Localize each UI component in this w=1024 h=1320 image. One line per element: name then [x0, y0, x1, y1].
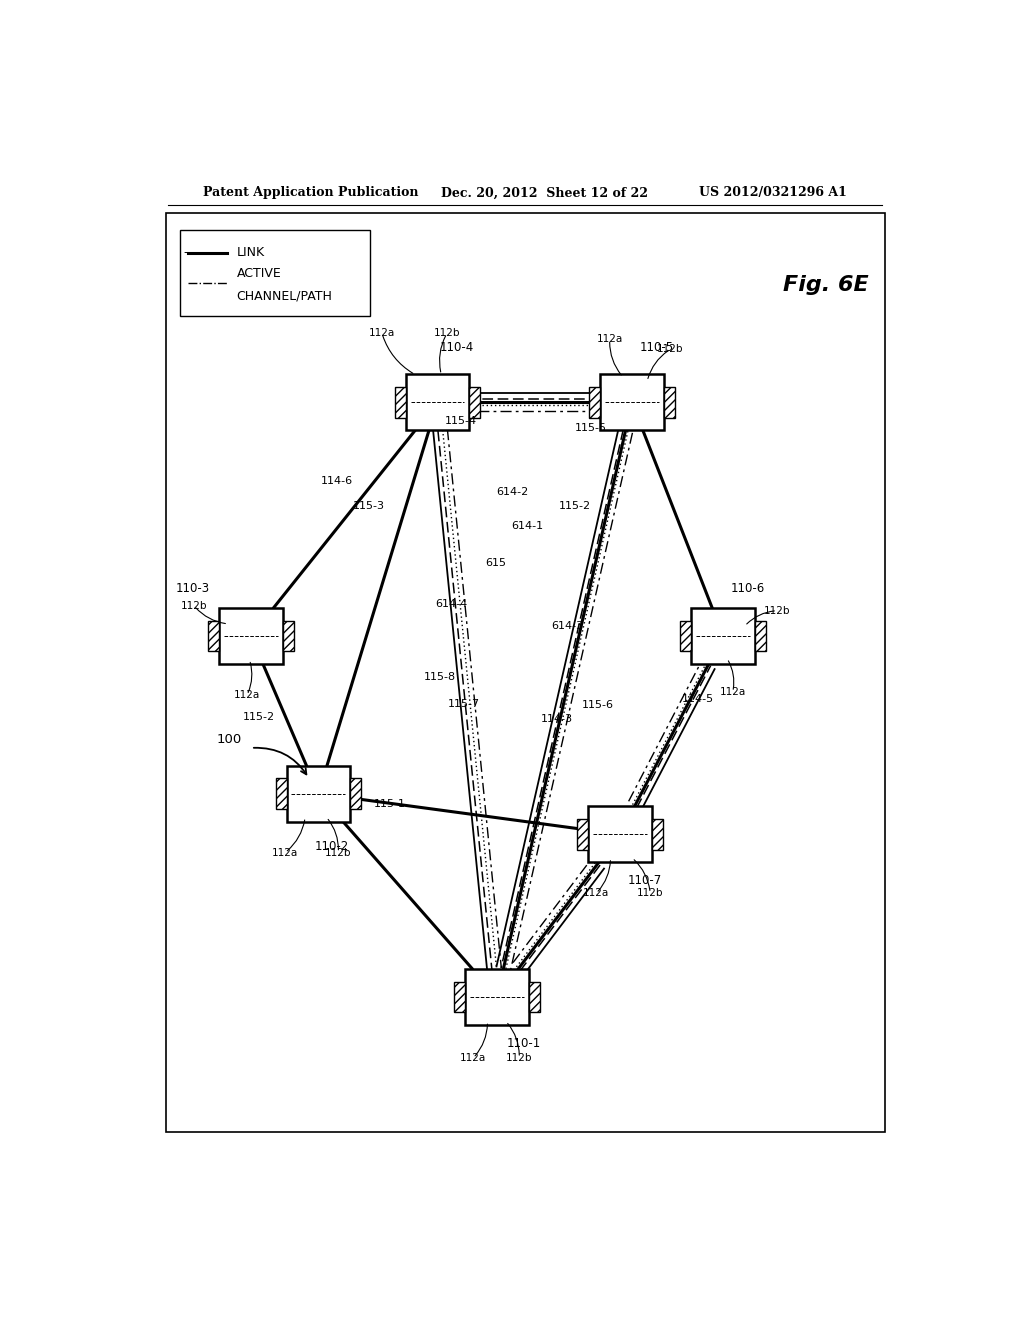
Bar	[283, 620, 294, 652]
Text: 115-4: 115-4	[445, 416, 477, 425]
Text: Fig. 6E: Fig. 6E	[783, 276, 869, 296]
Bar	[275, 779, 287, 809]
Bar	[691, 609, 755, 664]
Bar	[465, 969, 528, 1024]
Bar	[287, 766, 350, 821]
Text: 114-3: 114-3	[541, 714, 572, 725]
Text: 112b: 112b	[180, 601, 207, 611]
Text: 110-6: 110-6	[731, 582, 765, 595]
Bar	[691, 609, 755, 664]
Text: 112b: 112b	[506, 1053, 532, 1063]
Bar	[406, 375, 469, 430]
Bar	[680, 620, 691, 652]
Bar	[469, 387, 480, 417]
Text: 110-1: 110-1	[507, 1036, 541, 1049]
Text: 115-2: 115-2	[559, 502, 591, 511]
Bar	[350, 779, 361, 809]
Text: ACTIVE: ACTIVE	[237, 267, 282, 280]
Bar	[179, 230, 370, 315]
Text: 112a: 112a	[720, 686, 745, 697]
Text: 112a: 112a	[272, 847, 298, 858]
Text: 112b: 112b	[637, 888, 664, 898]
Text: 614-2: 614-2	[496, 487, 528, 496]
Bar	[406, 375, 469, 430]
Bar	[755, 620, 766, 652]
Text: 110-4: 110-4	[440, 341, 474, 354]
Text: 112a: 112a	[460, 1053, 486, 1063]
Bar	[208, 620, 219, 652]
Text: 100: 100	[217, 734, 243, 746]
Text: 112a: 112a	[583, 888, 609, 898]
Text: 115-8: 115-8	[424, 672, 456, 681]
Text: CHANNEL/PATH: CHANNEL/PATH	[237, 289, 333, 302]
Bar	[455, 982, 465, 1012]
Text: 112b: 112b	[434, 329, 460, 338]
Bar	[600, 375, 664, 430]
Text: 114-5: 114-5	[682, 694, 714, 704]
Text: 115-7: 115-7	[447, 700, 480, 709]
Text: 614-4: 614-4	[435, 598, 468, 609]
Text: LINK: LINK	[237, 247, 265, 260]
Bar	[528, 982, 540, 1012]
Text: 115-1: 115-1	[374, 799, 406, 809]
Text: 115-2: 115-2	[243, 713, 275, 722]
Text: 614-1: 614-1	[511, 521, 544, 532]
Text: —: —	[183, 247, 196, 260]
Text: 112b: 112b	[325, 847, 351, 858]
Text: 112a: 112a	[369, 329, 395, 338]
Bar	[287, 766, 350, 821]
Text: 112b: 112b	[656, 345, 683, 355]
Bar	[394, 387, 406, 417]
Text: 112a: 112a	[233, 690, 260, 700]
Text: 110-3: 110-3	[176, 582, 210, 595]
Bar	[578, 818, 588, 850]
Bar	[588, 807, 651, 862]
Text: US 2012/0321296 A1: US 2012/0321296 A1	[699, 186, 847, 199]
Text: Dec. 20, 2012  Sheet 12 of 22: Dec. 20, 2012 Sheet 12 of 22	[441, 186, 648, 199]
Text: 115-6: 115-6	[582, 700, 613, 710]
Bar	[219, 609, 283, 664]
Text: 110-7: 110-7	[628, 874, 663, 887]
Text: 115-3: 115-3	[352, 502, 384, 511]
Bar	[652, 818, 663, 850]
Bar	[664, 387, 675, 417]
Text: 110-5: 110-5	[640, 341, 674, 354]
Text: 112a: 112a	[597, 334, 623, 345]
Bar	[219, 609, 283, 664]
Bar	[600, 375, 664, 430]
Text: 114-6: 114-6	[321, 475, 353, 486]
Text: 115-5: 115-5	[574, 422, 606, 433]
Text: 615: 615	[485, 558, 506, 568]
Text: Patent Application Publication: Patent Application Publication	[204, 186, 419, 199]
Text: 112b: 112b	[764, 606, 791, 615]
Bar	[588, 807, 651, 862]
Bar	[465, 969, 528, 1024]
Bar	[589, 387, 600, 417]
Text: 614-3: 614-3	[551, 620, 583, 631]
Text: 110-2: 110-2	[314, 840, 349, 853]
